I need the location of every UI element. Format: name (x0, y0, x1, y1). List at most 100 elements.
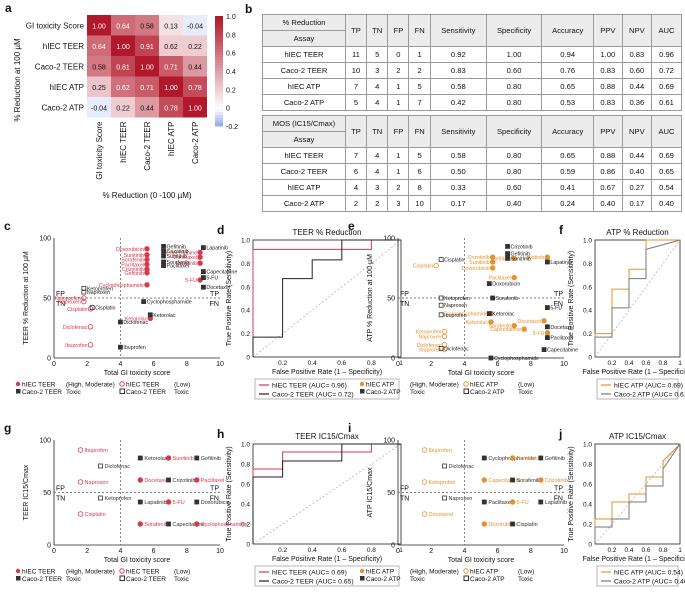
table-cell: 0.54 (651, 179, 682, 196)
point (421, 511, 428, 517)
scatter-x-tick: 4 (462, 548, 466, 555)
hiec-point (144, 261, 150, 268)
scatter-y-tick: 0 (391, 543, 395, 550)
legend-label: Caco-2 ATP (470, 576, 505, 583)
legend-label: Caco-2 ATP (366, 576, 401, 583)
scatter-x-tick: 10 (560, 548, 568, 555)
heatmap-cell (111, 15, 135, 36)
caco2-point-label: Sorafenib (496, 296, 519, 302)
roc-y-tick: 0.6 (241, 482, 250, 489)
caco2-point-label: Docetaxel (550, 325, 574, 331)
scatter-y-label: TEER IC15/Cmax (23, 464, 30, 520)
hiec-point (81, 295, 87, 301)
colorbar-segment (215, 112, 223, 116)
colorbar-tick: -0.2 (226, 124, 238, 131)
colorbar-segment (215, 35, 223, 39)
legend-label: hIEC TEER (126, 382, 160, 389)
table-cell: 0.33 (429, 179, 487, 196)
table-cell: hIEC TEER (262, 46, 346, 63)
column-header: FN (408, 14, 431, 47)
hiec-point-label: Capecitabine (490, 327, 521, 333)
point-label: Gefitinib (545, 456, 565, 462)
heatmap-value: 0.62 (116, 85, 130, 92)
point (137, 499, 143, 505)
legend-label: (Low) (518, 569, 534, 576)
legend-label: Toxic (66, 576, 82, 583)
hiec-point (144, 282, 150, 288)
legend-label: (Low) (518, 382, 534, 389)
column-header: Specificity (485, 14, 543, 47)
heatmap-value: 1.00 (92, 23, 106, 30)
column-header: AUC (651, 115, 682, 148)
table-cell: 7 (345, 78, 367, 95)
table-row: Caco-2 ATP 2 2 3 10 0.17 0.40 0.24 0.40 0.17 0.40 (262, 195, 682, 212)
roc-x-tick: 0.4 (308, 547, 317, 554)
legend-marker (463, 388, 469, 394)
caco2-point-label: Cyclophosphamide (494, 356, 539, 362)
colorbar-segment (215, 106, 223, 110)
colorbar-segment (215, 60, 223, 64)
heatmap-row-label: hIEC TEER (43, 42, 84, 51)
scatter-x-tick: 2 (429, 548, 433, 555)
caco2-point-label: Docetaxel (206, 285, 230, 291)
table-cell: 0.94 (541, 46, 594, 63)
roc-y-tick: 0.6 (583, 482, 592, 489)
table-cell: 0.44 (621, 78, 653, 95)
caco2-point-label: Ibuprofen (123, 345, 145, 351)
hiec-point-label: Naproxen (419, 334, 442, 340)
roc-title: TEER IC15/Cmax (295, 432, 359, 441)
caco2-point-label: 5-FU (206, 276, 218, 282)
point (166, 477, 171, 483)
table-cell: 0.80 (485, 78, 543, 95)
legend-label: hIEC TEER (22, 569, 56, 576)
point-label: 5-FU (173, 500, 185, 506)
roc-axes (594, 443, 681, 545)
heatmap-value: 0.44 (140, 105, 154, 112)
hiec-point-label: Cyclophosphamide (443, 312, 488, 318)
table-cell: 0.80 (485, 163, 543, 180)
caco2-point-label: Sunitinib (167, 254, 187, 260)
legend-marker (119, 388, 125, 394)
heatmap-value: 0.58 (92, 64, 106, 71)
column-header: TN (365, 14, 389, 47)
heatmap-value: 0.64 (116, 23, 130, 30)
column-header: FP (387, 14, 410, 47)
scatter-y-tick: 100 (39, 438, 51, 445)
point (509, 499, 516, 505)
hiec-point (87, 342, 94, 348)
hiec-point-label: Ketorolac (466, 320, 489, 326)
quadrant-fn: FN (554, 301, 563, 308)
legend-marker (463, 568, 469, 574)
hiec-point (489, 265, 496, 271)
table-cell: 0.27 (621, 179, 653, 196)
caco2-point (545, 335, 550, 341)
hiec-point (441, 328, 448, 335)
panel-label-f: f (559, 223, 564, 237)
hiec-point (144, 256, 150, 263)
hiec-point-label: Crizotinib (468, 255, 490, 261)
hiec-point-label: Ibuprofen (65, 343, 87, 349)
table-cell: 2 (365, 195, 389, 212)
scatter-x-tick: 0 (396, 548, 400, 555)
point-label: Sunitinib (517, 456, 538, 462)
colorbar-segment (215, 62, 223, 66)
colorbar-tick: 0 (226, 106, 230, 113)
heatmap-cell (111, 76, 135, 97)
caco2-point-label: Ketoprofen (87, 286, 113, 292)
colorbar-segment (215, 84, 223, 88)
heatmap-cell (183, 76, 207, 97)
panel-label-d: d (217, 223, 224, 237)
table-cell: 0.40 (485, 195, 543, 212)
caco2-point (89, 305, 95, 311)
scatter-x-tick: 8 (185, 548, 189, 555)
heatmap-cell (159, 15, 183, 36)
table-row: Caco-2 TEER 10 3 2 2 0.83 0.60 0.76 0.83 0.60 0.72 (262, 62, 682, 79)
roc-x-tick: 0.4 (308, 360, 317, 367)
colorbar-segment (215, 16, 223, 20)
scatter-x-tick: 10 (560, 361, 568, 368)
colorbar-segment (215, 18, 223, 22)
legend-marker (15, 568, 21, 574)
colorbar-tick: 0.8 (226, 32, 236, 39)
legend-marker (359, 568, 365, 574)
roc-y-tick: 0.6 (241, 284, 250, 291)
